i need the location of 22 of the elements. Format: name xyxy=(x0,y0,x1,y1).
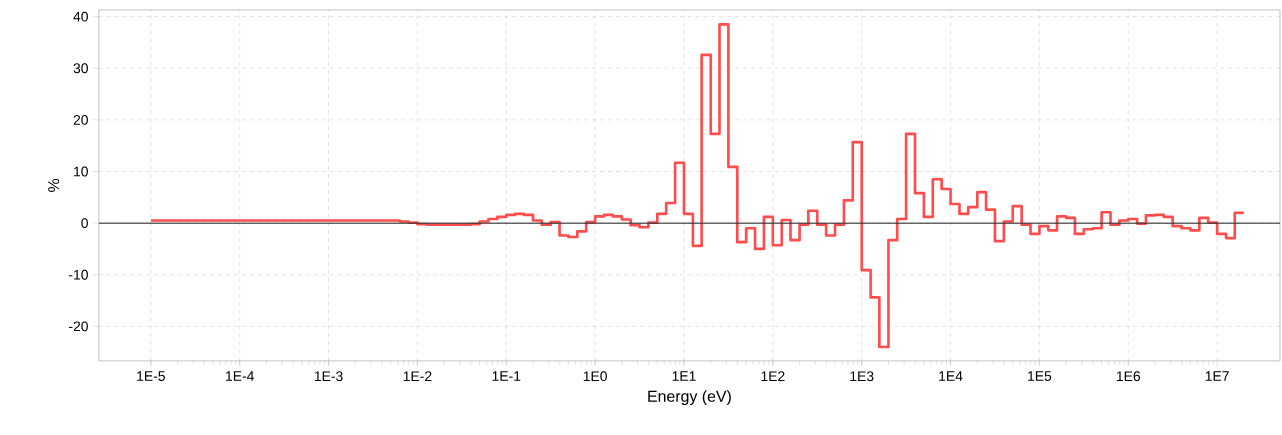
x-tick-label: 1E-3 xyxy=(314,371,343,381)
y-tick-label: 10 xyxy=(74,166,88,177)
y-tick-label: 20 xyxy=(73,114,88,125)
x-tick-label: 1E2 xyxy=(761,371,785,381)
x-tick-label: 1E-2 xyxy=(403,371,432,381)
y-tick-label: 0 xyxy=(81,217,88,228)
x-axis-title: Energy (eV) xyxy=(648,389,731,405)
y-tick-label: 40 xyxy=(73,11,88,22)
y-tick-label: -20 xyxy=(69,321,88,332)
x-tick-label: 1E7 xyxy=(1205,371,1229,381)
y-tick-label: -10 xyxy=(69,269,88,280)
y-tick-label: 30 xyxy=(73,63,88,73)
x-tick-label: 1E6 xyxy=(1116,371,1141,381)
x-tick-label: 1E3 xyxy=(850,371,874,381)
x-tick-label: 1E-1 xyxy=(492,371,521,381)
x-tick-label: 1E5 xyxy=(1028,371,1052,381)
x-tick-label: 1E-4 xyxy=(226,371,254,381)
x-tick-label: 1E4 xyxy=(939,371,963,381)
x-tick-label: 1E-5 xyxy=(137,371,165,381)
x-tick-label: 1E0 xyxy=(583,371,607,381)
y-axis-title: % xyxy=(48,178,60,192)
x-tick-label: 1E1 xyxy=(672,371,696,381)
